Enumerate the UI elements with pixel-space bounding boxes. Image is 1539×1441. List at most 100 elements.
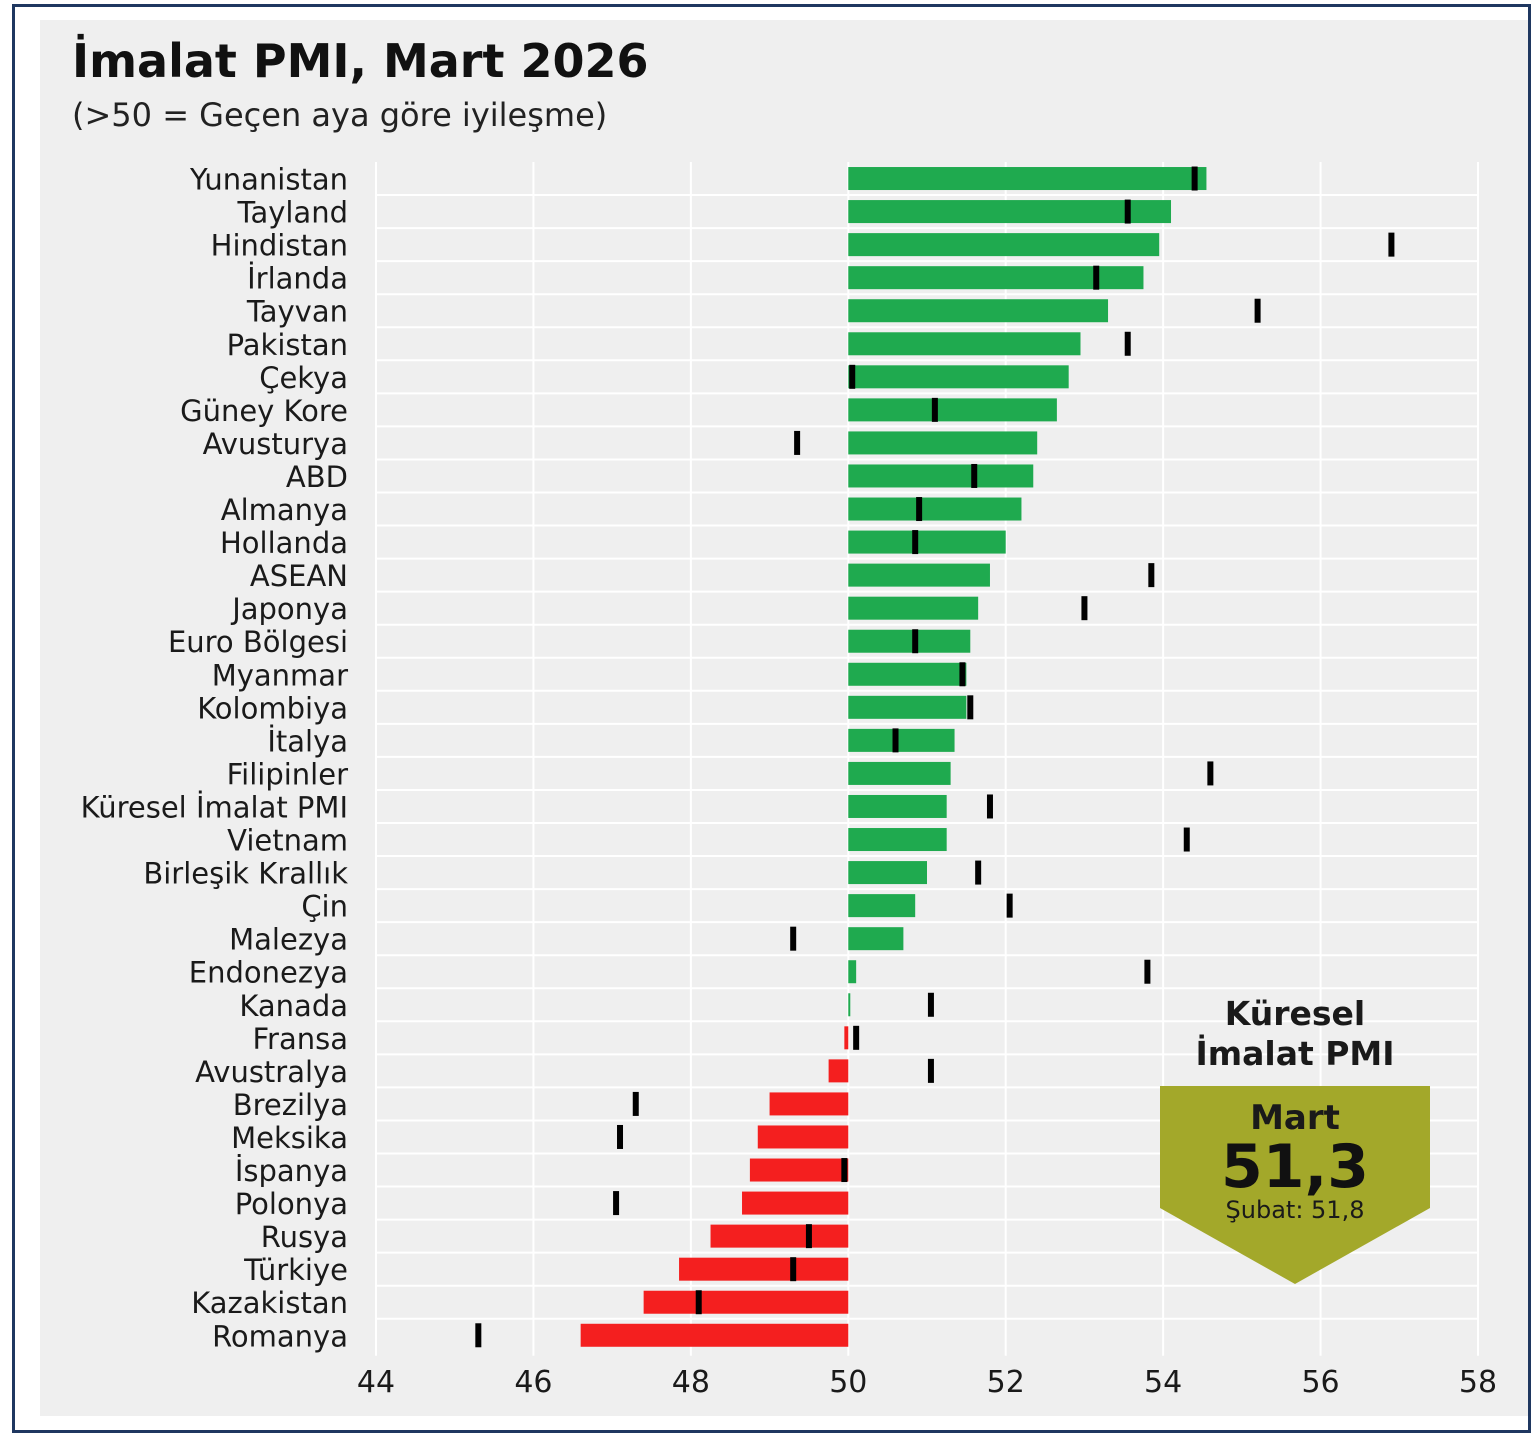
x-tick-label: 44 <box>357 1365 395 1400</box>
bar <box>848 828 947 852</box>
x-tick-label: 54 <box>1144 1365 1182 1400</box>
bar <box>848 497 1022 521</box>
row-separators <box>376 194 1478 1320</box>
category-label: Hindistan <box>211 229 348 263</box>
previous-marker <box>1124 199 1131 224</box>
bar <box>848 332 1081 356</box>
previous-marker <box>1254 298 1261 323</box>
bar <box>848 530 1006 554</box>
bar <box>848 299 1109 323</box>
previous-marker <box>790 1257 797 1282</box>
category-label: ASEAN <box>250 559 348 593</box>
bar <box>844 1026 849 1050</box>
category-label: Fransa <box>252 1022 348 1056</box>
previous-marker <box>959 662 966 687</box>
bar <box>580 1323 849 1347</box>
bar <box>848 761 951 785</box>
previous-marker <box>1191 166 1198 191</box>
bar <box>848 563 990 587</box>
category-label: Pakistan <box>227 328 348 362</box>
global-pmi-badge <box>1160 1086 1430 1284</box>
previous-marker <box>927 992 934 1017</box>
previous-marker <box>967 695 974 720</box>
category-label: Meksika <box>231 1121 348 1155</box>
previous-marker <box>912 530 919 555</box>
category-label: Kazakistan <box>191 1286 348 1320</box>
previous-marker <box>790 926 797 951</box>
previous-marker <box>1207 761 1214 786</box>
category-label: Brezilya <box>233 1088 348 1122</box>
bar <box>848 398 1057 422</box>
badge-previous: Şubat: 51,8 <box>1225 1196 1365 1224</box>
category-label: İtalya <box>267 724 348 758</box>
previous-marker <box>986 794 993 819</box>
previous-marker <box>1183 827 1190 852</box>
bar <box>769 1092 849 1116</box>
previous-marker <box>794 430 801 455</box>
chart-subtitle: (>50 = Geçen aya göre iyileşme) <box>72 96 608 134</box>
bar <box>848 794 947 818</box>
bar <box>848 927 904 951</box>
x-tick-label: 56 <box>1301 1365 1339 1400</box>
category-label: Avustralya <box>195 1055 348 1089</box>
previous-marker <box>971 463 978 488</box>
category-label: İspanya <box>235 1154 348 1188</box>
bar <box>848 200 1172 224</box>
previous-marker <box>975 860 982 885</box>
bar <box>848 266 1144 290</box>
bar <box>742 1191 849 1215</box>
category-label: Hollanda <box>220 526 348 560</box>
bar <box>828 1059 849 1083</box>
bar <box>848 960 857 984</box>
x-tick-label: 52 <box>987 1365 1025 1400</box>
x-axis-ticks: 44 46 48 50 52 54 56 58 <box>357 1365 1497 1400</box>
category-label: Tayland <box>237 196 348 230</box>
bar <box>679 1257 849 1281</box>
previous-marker <box>613 1191 620 1216</box>
previous-marker <box>892 728 899 753</box>
bar <box>848 167 1207 191</box>
previous-marker <box>632 1091 639 1116</box>
bar <box>848 596 979 620</box>
category-label: Çekya <box>259 361 348 395</box>
badge-value: 51,3 <box>1220 1132 1370 1202</box>
category-label: Rusya <box>261 1220 348 1254</box>
category-label: Kolombiya <box>197 691 348 725</box>
badge-month: Mart <box>1250 1098 1340 1138</box>
bar <box>848 431 1038 455</box>
previous-marker <box>695 1290 702 1315</box>
previous-marker <box>1388 232 1395 257</box>
previous-marker <box>1006 893 1013 918</box>
previous-marker <box>841 1158 848 1183</box>
chart-title: İmalat PMI, Mart 2026 <box>72 34 649 88</box>
bar <box>848 728 955 752</box>
previous-marker <box>849 364 856 389</box>
category-label: Endonezya <box>189 956 348 990</box>
previous-marker <box>1144 959 1151 984</box>
bar <box>848 894 916 918</box>
category-label: Polonya <box>235 1187 348 1221</box>
previous-marker <box>1124 331 1131 356</box>
category-label: Romanya <box>212 1319 348 1353</box>
bar <box>848 695 967 719</box>
x-tick-label: 46 <box>514 1365 552 1400</box>
category-label: Türkiye <box>243 1253 348 1287</box>
previous-marker <box>931 397 938 422</box>
bar <box>749 1158 849 1182</box>
bar <box>710 1224 849 1248</box>
category-label: Vietnam <box>227 824 348 858</box>
category-label: Birleşik Krallık <box>143 857 348 891</box>
previous-marker <box>927 1058 934 1083</box>
previous-month-markers <box>475 166 1395 1348</box>
category-labels: YunanistanTaylandHindistanİrlandaTayvanP… <box>81 163 349 1354</box>
x-tick-label: 58 <box>1459 1365 1497 1400</box>
previous-marker <box>916 497 923 522</box>
bar <box>848 464 1034 488</box>
bar <box>848 662 967 686</box>
bar <box>848 233 1160 257</box>
badge-title: Küresel İmalat PMI <box>1195 994 1395 1073</box>
bar <box>643 1290 849 1314</box>
category-label: Myanmar <box>212 658 348 692</box>
category-label: Tayvan <box>246 295 348 329</box>
